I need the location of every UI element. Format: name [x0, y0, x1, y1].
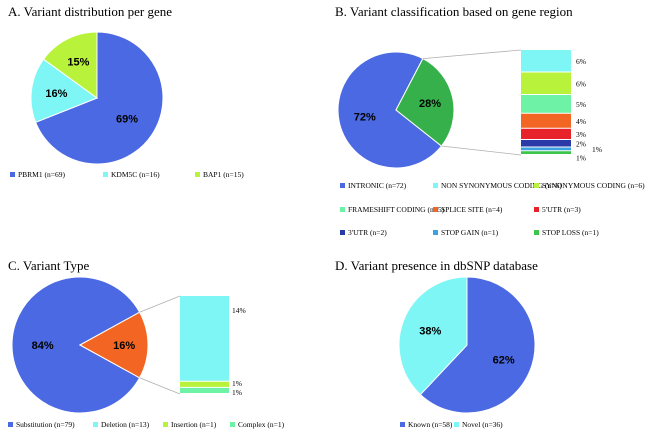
pie-slice-bap1 — [42, 31, 98, 99]
legend-label-kdm5c: KDM5C (n=16) — [111, 170, 160, 179]
legend-swatch-frameshift — [340, 207, 345, 212]
legend-swatch-known — [400, 422, 405, 427]
legend-swatch-non-synonymous — [433, 183, 438, 188]
legend-label-complex: Complex (n=1) — [238, 420, 285, 429]
legend-label-stop-loss: STOP LOSS (n=1) — [542, 228, 599, 237]
legend-label-bap1: BAP1 (n=15) — [203, 170, 244, 179]
bar-segment-complex — [180, 387, 229, 394]
panel-c-breakdown-bar: 14% 1% 1% — [180, 296, 246, 397]
legend-swatch-deletion — [93, 422, 98, 427]
legend-swatch-pbrm1 — [10, 172, 15, 177]
bar-label-non-synonymous: 6% — [576, 57, 586, 66]
bar-segment-5utr — [521, 128, 571, 139]
pct-label-exonic: 28% — [419, 98, 441, 110]
bar-segment-splice-site — [521, 113, 571, 128]
panel-a-pie: 69% 16% 15% — [30, 31, 164, 165]
panel-d-legend: Known (n=58) Novel (n=36) — [400, 420, 503, 429]
legend-label-substitution: Substitution (n=79) — [16, 420, 75, 429]
pie-slice-novel — [398, 276, 468, 396]
bar-label-complex: 1% — [232, 388, 242, 397]
legend-label-deletion: Deletion (n=13) — [101, 420, 150, 429]
pct-label-kdm5c: 16% — [45, 88, 67, 100]
legend-swatch-5utr — [534, 207, 539, 212]
panel-c-title: C. Variant Type — [8, 258, 90, 273]
legend-swatch-splice-site — [433, 207, 438, 212]
legend-swatch-3utr — [340, 230, 345, 235]
pct-label-other: 16% — [113, 340, 135, 352]
bar-segment-stop-loss — [521, 151, 571, 154]
bar-label-stop-gain: 1% — [592, 145, 602, 154]
bar-segment-stop-gain — [521, 147, 571, 151]
bar-label-stop-loss: 1% — [576, 154, 586, 163]
pie-slice-pbrm1 — [34, 31, 164, 165]
connector-line-top — [139, 295, 181, 313]
legend-label-stop-gain: STOP GAIN (n=1) — [441, 228, 499, 237]
panel-c-legend: Substitution (n=79) Deletion (n=13) Inse… — [8, 420, 285, 429]
legend-label-insertion: Insertion (n=1) — [171, 420, 217, 429]
pct-label-known: 62% — [493, 355, 515, 367]
panel-d-pie: 62% 38% — [398, 276, 536, 414]
bar-label-insertion: 1% — [232, 379, 242, 388]
legend-swatch-stop-loss — [534, 230, 539, 235]
bar-label-5utr: 3% — [576, 130, 586, 139]
pct-label-intronic: 72% — [354, 112, 376, 124]
connector-line-top — [422, 49, 522, 59]
pie-slice-substitution — [11, 276, 141, 414]
bar-label-splice-site: 4% — [576, 117, 586, 126]
bar-label-frameshift: 5% — [576, 100, 586, 109]
legend-swatch-synonymous — [534, 183, 539, 188]
connector-line-bottom — [441, 145, 522, 156]
panel-a-legend: PBRM1 (n=69) KDM5C (n=16) BAP1 (n=15) — [10, 170, 244, 179]
legend-label-5utr: 5'UTR (n=3) — [542, 205, 581, 214]
bar-label-3utr: 2% — [576, 139, 586, 148]
connector-line-bottom — [139, 377, 181, 395]
legend-label-novel: Novel (n=36) — [462, 420, 503, 429]
pie-slice-other — [78, 311, 149, 379]
legend-swatch-kdm5c — [103, 172, 108, 177]
panel-a-title: A. Variant distribution per gene — [8, 4, 172, 19]
bar-segment-deletion — [180, 296, 229, 381]
legend-label-pbrm1: PBRM1 (n=69) — [18, 170, 65, 179]
bar-segment-frameshift — [521, 95, 571, 113]
bar-segment-non-synonymous — [521, 50, 571, 72]
bar-label-synonymous: 6% — [576, 79, 586, 88]
pie-slice-exonic — [395, 57, 455, 147]
panel-d-title: D. Variant presence in dbSNP database — [335, 258, 538, 273]
panel-b-legend: INTRONIC (n=72) NON SYNONYMOUS CODING (n… — [340, 181, 645, 237]
bar-segment-3utr — [521, 140, 571, 147]
legend-swatch-intronic — [340, 183, 345, 188]
panel-b-title: B. Variant classification based on gene … — [335, 4, 573, 19]
legend-swatch-novel — [454, 422, 459, 427]
legend-label-synonymous: SYNONYMOUS CODING (n=6) — [542, 181, 645, 190]
legend-swatch-stop-gain — [433, 230, 438, 235]
bar-segment-synonymous — [521, 72, 571, 94]
legend-label-intronic: INTRONIC (n=72) — [348, 181, 407, 190]
pct-label-substitution: 84% — [32, 340, 54, 352]
bar-segment-insertion — [180, 381, 229, 387]
pct-label-bap1: 15% — [67, 57, 89, 69]
pie-slice-known — [419, 276, 536, 414]
legend-label-non-synonymous: NON SYNONYMOUS CODING (n=6) — [441, 181, 562, 190]
pie-slice-kdm5c — [30, 58, 99, 123]
legend-swatch-bap1 — [195, 172, 200, 177]
panel-b-breakdown-bar: 6% 6% 5% 4% 3% 2% 1% 1% — [521, 50, 602, 163]
legend-swatch-complex — [230, 422, 235, 427]
legend-label-frameshift: FRAMESHIFT CODING (n=5) — [348, 205, 445, 214]
pct-label-novel: 38% — [419, 326, 441, 338]
legend-label-known: Known (n=58) — [408, 420, 453, 429]
legend-swatch-insertion — [163, 422, 168, 427]
legend-label-splice-site: SPLICE SITE (n=4) — [441, 205, 503, 214]
legend-label-3utr: 3'UTR (n=2) — [348, 228, 387, 237]
panel-c-pie: 84% 16% — [11, 276, 181, 414]
pct-label-pbrm1: 69% — [116, 113, 138, 125]
pie-slice-intronic — [337, 51, 443, 169]
panel-b-pie: 72% 28% — [337, 49, 522, 169]
legend-swatch-substitution — [8, 422, 13, 427]
bar-label-deletion: 14% — [232, 306, 246, 315]
